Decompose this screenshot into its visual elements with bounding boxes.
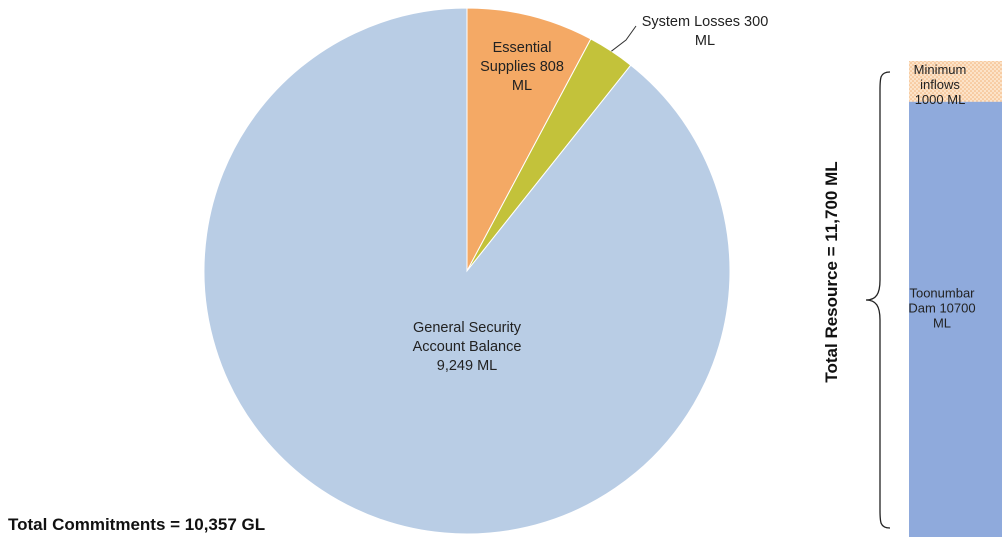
pie-chart: Essential Supplies 808 ML System Losses 300… — [203, 7, 769, 535]
pie-slice-0 — [466, 7, 592, 272]
segment-label-0: Toonumbar Dam 10700 ML — [908, 286, 975, 331]
slice-label-2: General Security Account Balance 9,249 ML — [413, 320, 522, 374]
pie-slice-2 — [203, 7, 731, 535]
bar-segment-0 — [909, 101, 1002, 537]
leader-line — [611, 25, 637, 52]
bar-segment-1 — [909, 61, 1002, 102]
curly-brace — [865, 71, 891, 529]
total-resource-label: Total Resource = 11,700 ML — [822, 161, 841, 382]
stacked-bar-chart: Toonumbar Dam 10700 ML Minimum inflows 1000 M… — [822, 61, 1002, 537]
slice-label-0: Essential Supplies 808 ML — [480, 40, 564, 94]
segment-label-1: Minimum inflows 1000 ML — [914, 62, 967, 107]
total-commitments-label: Total Commitments = 10,357 GL — [8, 515, 265, 534]
slice-label-1: System Losses 300 ML — [642, 14, 769, 49]
